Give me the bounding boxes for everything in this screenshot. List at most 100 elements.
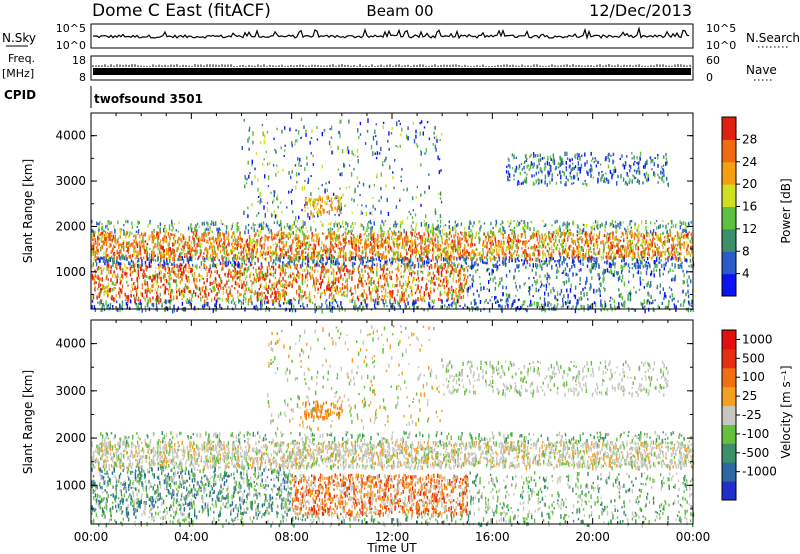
data-cell [513,226,516,230]
data-cell [103,291,105,296]
data-cell [132,263,134,269]
data-cell [146,289,148,294]
data-cell [282,241,284,245]
data-cell [603,251,605,254]
data-cell [101,244,104,249]
data-cell [386,267,389,271]
data-cell [459,284,461,290]
data-cell [311,234,313,238]
data-cell [394,238,396,241]
data-cell [240,250,243,253]
data-cell [606,255,608,260]
data-cell [476,258,478,261]
data-cell [587,244,589,248]
data-cell [214,280,217,284]
data-cell [190,228,193,233]
data-cell [248,246,250,252]
data-cell [475,232,477,237]
data-cell [302,231,304,236]
data-cell [377,281,379,285]
data-cell [102,240,104,244]
data-cell [576,230,579,234]
data-cell [395,238,398,242]
data-cell [417,262,420,265]
data-cell [270,273,272,276]
data-cell [508,258,510,263]
data-cell [382,243,384,247]
data-cell [182,245,184,248]
data-cell [190,245,193,249]
data-cell [498,229,500,233]
data-cell [154,254,156,257]
data-cell [556,243,559,246]
data-cell [586,232,588,238]
data-cell [324,262,327,266]
data-cell [250,297,252,302]
data-cell [508,234,510,239]
data-cell [254,256,257,258]
data-cell [480,224,482,229]
data-cell [535,232,538,238]
data-cell [257,257,259,263]
data-cell [146,242,149,246]
data-cell [153,282,155,286]
data-cell [319,296,322,299]
data-cell [235,271,237,277]
data-cell [210,258,213,263]
data-cell [405,280,407,285]
data-cell [123,245,125,250]
data-cell [464,258,466,263]
data-cell [167,281,169,286]
data-cell [305,255,307,260]
data-cell [503,227,505,232]
date-title: 12/Dec/2013 [589,1,692,20]
data-cell [675,248,677,254]
data-cell [283,232,285,236]
data-cell [300,244,303,248]
data-cell [343,262,345,266]
data-cell [518,254,520,257]
data-cell [307,264,310,268]
data-cell [386,281,389,286]
data-cell [391,249,393,252]
data-cell [364,256,366,260]
data-cell [396,279,398,283]
data-cell [402,297,404,301]
data-cell [333,286,335,289]
data-cell [386,259,388,262]
data-cell [550,245,553,251]
data-cell [304,243,307,247]
data-cell [264,278,266,282]
data-cell [322,257,324,262]
data-cell [535,257,537,262]
data-cell [258,266,260,271]
data-cell [154,297,157,302]
data-cell [566,262,568,266]
data-cell [129,266,132,271]
data-cell [514,235,516,240]
data-cell [627,225,629,230]
data-cell [216,283,218,288]
data-cell [454,224,456,229]
data-cell [641,245,644,248]
data-cell [165,247,168,252]
data-cell [546,249,548,253]
data-cell [430,229,432,234]
data-cell [217,256,219,260]
data-cell [98,242,100,246]
data-cell [368,281,370,285]
data-cell [199,252,202,256]
data-cell [109,257,111,261]
data-cell [639,259,642,263]
data-cell [333,289,336,292]
data-cell [352,234,355,239]
data-cell [620,244,622,248]
data-cell [574,243,577,246]
data-cell [141,273,144,277]
data-cell [505,256,507,260]
data-cell [496,244,498,247]
data-cell [171,256,174,262]
data-cell [337,255,339,259]
data-cell [515,244,517,248]
data-cell [420,264,423,269]
